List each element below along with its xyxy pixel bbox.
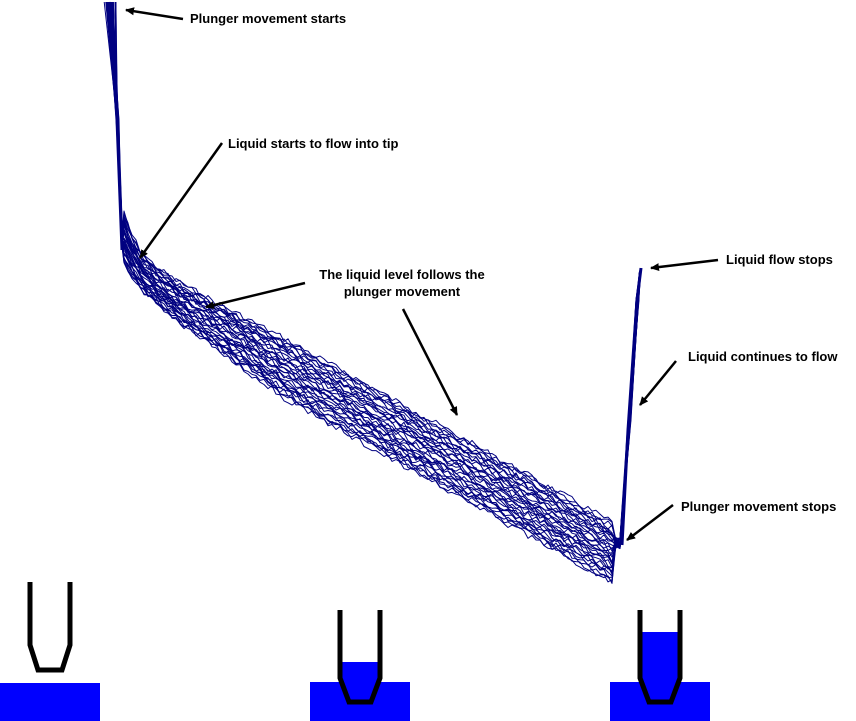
arrow-follows-down [401,308,459,416]
liquid-level-trace [107,1,641,549]
liquid-level-trace [109,1,641,569]
label-follows-line2: plunger movement [343,284,461,299]
pipette-tip-outline [637,610,683,705]
stage-tip-filled [610,610,710,721]
liquid-level-trace [106,1,641,558]
label-flow-into-tip: Liquid starts to flow into tip [228,136,399,151]
arrow-continues [639,360,677,406]
liquid-level-curve [103,1,643,584]
label-follows-line1: The liquid level follows the [319,267,485,282]
liquid-level-trace [106,1,641,584]
label-continues: Liquid continues to flow [688,349,838,364]
liquid-level-trace [108,1,641,550]
arrow-plunger-stops [626,504,674,541]
stage-tip-above-liquid [0,582,100,721]
arrow-flow-stops [650,258,719,272]
liquid-level-trace [110,1,642,543]
liquid-level-trace [112,1,640,565]
label-plunger-start: Plunger movement starts [190,11,347,26]
pipette-tip-outline [337,610,383,705]
liquid-level-trace [114,1,640,546]
trace-vertical-edge [107,1,643,546]
annotation-arrows [125,7,719,541]
pipette-tip-outline [27,582,73,673]
liquid-level-trace [109,1,640,542]
liquid-level-trace [114,1,640,548]
arrow-follows-left [205,281,306,310]
liquid-level-trace [112,1,642,573]
arrow-plunger-start [125,7,184,21]
liquid-level-trace [110,1,642,575]
label-plunger-stops: Plunger movement stops [681,499,837,514]
liquid-level-trace [107,1,641,583]
liquid-level-trace [112,1,640,543]
liquid-in-tip [642,632,678,701]
liquid-level-trace [112,1,641,579]
liquid-level-trace [106,1,641,549]
liquid-reservoir [0,683,100,721]
stage-tip-partially-filled [310,610,410,721]
liquid-in-tip [342,662,378,701]
label-flow-stops: Liquid flow stops [726,252,833,267]
arrow-flow-into-tip [138,142,224,259]
liquid-level-trace [111,1,641,552]
